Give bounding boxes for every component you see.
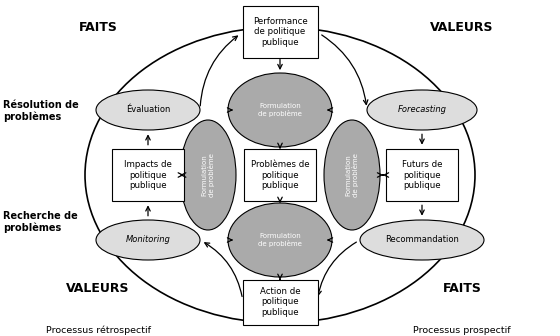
Text: Action de
politique
publique: Action de politique publique <box>260 287 300 317</box>
Bar <box>242 280 318 325</box>
Text: FAITS: FAITS <box>442 282 482 295</box>
Text: Performance
de politique
publique: Performance de politique publique <box>253 17 307 47</box>
Text: Évaluation: Évaluation <box>126 106 170 115</box>
Bar <box>112 149 184 201</box>
Bar <box>244 149 316 201</box>
Text: Problèmes de
politique
publique: Problèmes de politique publique <box>251 160 309 190</box>
Ellipse shape <box>96 90 200 130</box>
Text: Monitoring: Monitoring <box>125 236 170 245</box>
Ellipse shape <box>228 73 332 147</box>
Text: Processus rétrospectif
et descriptif: Processus rétrospectif et descriptif <box>45 326 151 336</box>
Ellipse shape <box>324 120 380 230</box>
Ellipse shape <box>228 203 332 277</box>
Bar <box>242 6 318 58</box>
Ellipse shape <box>367 90 477 130</box>
Text: VALEURS: VALEURS <box>430 20 494 34</box>
Ellipse shape <box>360 220 484 260</box>
Ellipse shape <box>180 120 236 230</box>
Text: Impacts de
politique
publique: Impacts de politique publique <box>124 160 172 190</box>
Ellipse shape <box>96 220 200 260</box>
Text: Recommandation: Recommandation <box>385 236 459 245</box>
Text: Processus prospectif
et normatif: Processus prospectif et normatif <box>413 326 511 336</box>
Text: Futurs de
politique
publique: Futurs de politique publique <box>402 160 442 190</box>
Text: Formulation
de problème: Formulation de problème <box>345 153 359 197</box>
Text: FAITS: FAITS <box>78 20 118 34</box>
Text: VALEURS: VALEURS <box>66 282 130 295</box>
Text: Formulation
de problème: Formulation de problème <box>201 153 215 197</box>
Text: Résolution de
problèmes: Résolution de problèmes <box>3 100 78 122</box>
Bar <box>386 149 458 201</box>
Text: Recherche de
problèmes: Recherche de problèmes <box>3 211 77 233</box>
Text: Forecasting: Forecasting <box>398 106 446 115</box>
Text: Formulation
de problème: Formulation de problème <box>258 103 302 117</box>
Text: Formulation
de problème: Formulation de problème <box>258 233 302 247</box>
